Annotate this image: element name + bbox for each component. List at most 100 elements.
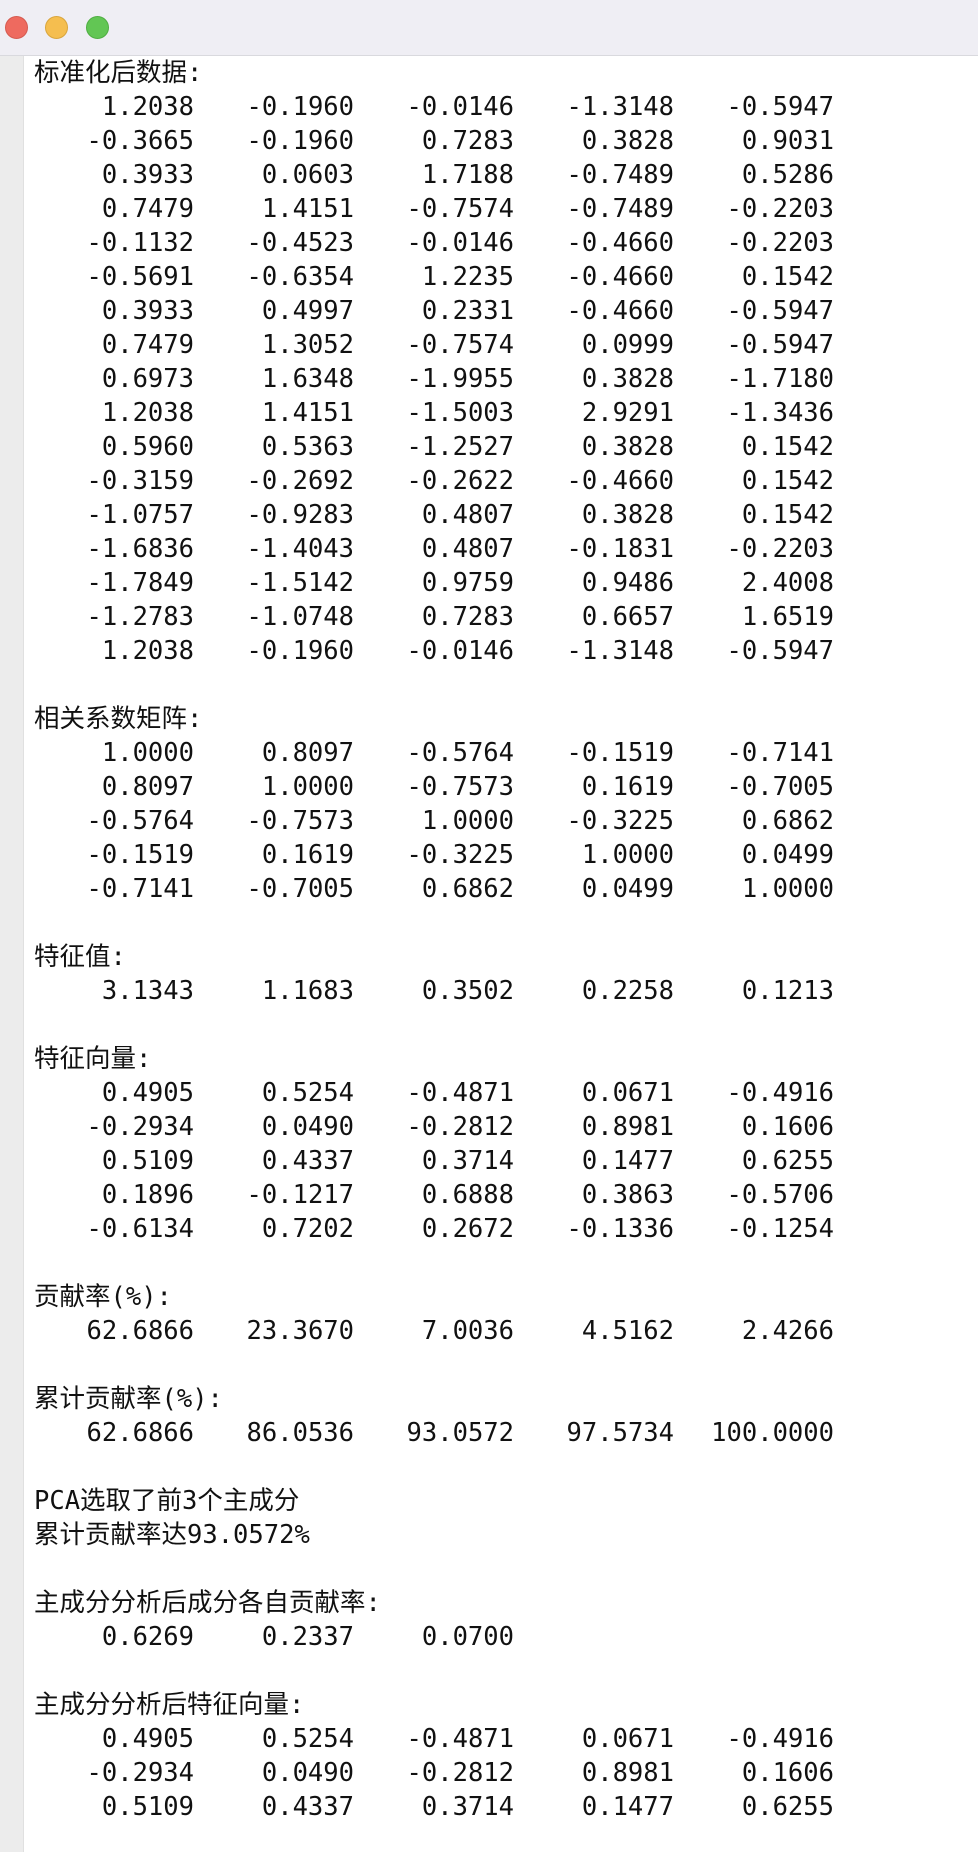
section-title-line: 相关系数矩阵: xyxy=(0,702,978,736)
blank-line xyxy=(0,1348,978,1382)
matrix-cell: -1.3148 xyxy=(566,92,674,122)
blank-line xyxy=(0,1246,978,1280)
matrix-cell: -0.1336 xyxy=(566,1214,674,1244)
matrix-cell: -0.1960 xyxy=(246,126,354,156)
matrix-cell: -0.7574 xyxy=(406,194,514,224)
matrix-cell: 0.6269 xyxy=(101,1622,194,1652)
matrix-cell: 0.0999 xyxy=(581,330,674,360)
matrix-cell: 0.5960 xyxy=(101,432,194,462)
matrix-cell: 0.9031 xyxy=(741,126,834,156)
matrix-cell: -1.2783 xyxy=(86,602,194,632)
matrix-cell: 0.0490 xyxy=(261,1112,354,1142)
matrix-row: 0.5960 0.5363 -1.2527 0.3828 0.1542 xyxy=(0,430,978,464)
matrix-cell: 0.1477 xyxy=(581,1146,674,1176)
matrix-cell: 62.6866 xyxy=(86,1418,194,1448)
matrix-row: 0.1896 -0.1217 0.6888 0.3863 -0.5706 xyxy=(0,1178,978,1212)
matrix-row: -1.6836 -1.4043 0.4807 -0.1831 -0.2203 xyxy=(0,532,978,566)
matrix-cell: -0.7141 xyxy=(726,738,834,768)
matrix-cell: -0.7005 xyxy=(246,874,354,904)
matrix-cell: 0.2337 xyxy=(261,1622,354,1652)
section-title-line: 主成分分析后成分各自贡献率: xyxy=(0,1586,978,1620)
matrix-cell: 0.0603 xyxy=(261,160,354,190)
matrix-cell: -1.6836 xyxy=(86,534,194,564)
matrix-cell: 0.2672 xyxy=(421,1214,514,1244)
matrix-cell: -0.1217 xyxy=(246,1180,354,1210)
section-title: 主成分分析后成分各自贡献率: xyxy=(34,1588,381,1618)
zoom-window-button[interactable] xyxy=(86,16,109,39)
matrix-row: 0.5109 0.4337 0.3714 0.1477 0.6255 xyxy=(0,1144,978,1178)
section-title-line: 主成分分析后特征向量: xyxy=(0,1688,978,1722)
blank-line xyxy=(0,1552,978,1586)
matrix-cell: 1.2038 xyxy=(101,398,194,428)
matrix-cell: -1.0757 xyxy=(86,500,194,530)
matrix-cell: -0.5764 xyxy=(86,806,194,836)
matrix-cell: 0.0490 xyxy=(261,1758,354,1788)
matrix-cell: -0.2934 xyxy=(86,1758,194,1788)
section-title-line: 标准化后数据: xyxy=(0,56,978,90)
matrix-cell: -0.7489 xyxy=(566,194,674,224)
matrix-cell: -0.7573 xyxy=(406,772,514,802)
matrix-cell: 0.7283 xyxy=(421,602,514,632)
matrix-cell: 0.4997 xyxy=(261,296,354,326)
matrix-cell: -0.1254 xyxy=(726,1214,834,1244)
matrix-cell: 0.6657 xyxy=(581,602,674,632)
matrix-cell: 0.0499 xyxy=(581,874,674,904)
blank-line xyxy=(0,1008,978,1042)
matrix-cell: -0.4660 xyxy=(566,262,674,292)
matrix-row: -0.1519 0.1619 -0.3225 1.0000 0.0499 xyxy=(0,838,978,872)
matrix-cell: -0.2203 xyxy=(726,194,834,224)
matrix-cell: -0.1960 xyxy=(246,92,354,122)
matrix-cell: -0.1960 xyxy=(246,636,354,666)
matrix-cell: 0.5363 xyxy=(261,432,354,462)
matrix-cell: 0.3933 xyxy=(101,296,194,326)
section-extra-text: 累计贡献率达93.0572% xyxy=(34,1520,310,1550)
matrix-row: 62.6866 86.0536 93.0572 97.5734 100.0000 xyxy=(0,1416,978,1450)
matrix-cell: 0.2331 xyxy=(421,296,514,326)
matrix-cell: 0.7479 xyxy=(101,194,194,224)
minimize-window-button[interactable] xyxy=(45,16,68,39)
matrix-cell: 1.0000 xyxy=(581,840,674,870)
matrix-row: -0.2934 0.0490 -0.2812 0.8981 0.1606 xyxy=(0,1756,978,1790)
matrix-row: 1.2038 -0.1960 -0.0146 -1.3148 -0.5947 xyxy=(0,90,978,124)
matrix-cell: -1.0748 xyxy=(246,602,354,632)
matrix-row: 0.6269 0.2337 0.0700 xyxy=(0,1620,978,1654)
matrix-cell: -0.1519 xyxy=(566,738,674,768)
matrix-cell: 1.0000 xyxy=(101,738,194,768)
matrix-row: -0.3159 -0.2692 -0.2622 -0.4660 0.1542 xyxy=(0,464,978,498)
matrix-cell: 0.6255 xyxy=(741,1146,834,1176)
matrix-cell: -0.2203 xyxy=(726,228,834,258)
close-window-button[interactable] xyxy=(5,16,28,39)
console-output: 标准化后数据: 1.2038 -0.1960 -0.0146 -1.3148 -0.594… xyxy=(0,56,978,1824)
matrix-cell: -0.4871 xyxy=(406,1724,514,1754)
matrix-cell: -0.0146 xyxy=(406,636,514,666)
matrix-cell: 0.3933 xyxy=(101,160,194,190)
matrix-row: 1.0000 0.8097 -0.5764 -0.1519 -0.7141 xyxy=(0,736,978,770)
matrix-cell: 0.1896 xyxy=(101,1180,194,1210)
matrix-cell: -0.5764 xyxy=(406,738,514,768)
matrix-cell: -1.7180 xyxy=(726,364,834,394)
matrix-row: 0.4905 0.5254 -0.4871 0.0671 -0.4916 xyxy=(0,1722,978,1756)
matrix-row: 1.2038 -0.1960 -0.0146 -1.3148 -0.5947 xyxy=(0,634,978,668)
matrix-cell: 1.2235 xyxy=(421,262,514,292)
matrix-cell: 0.9486 xyxy=(581,568,674,598)
matrix-cell: -0.2622 xyxy=(406,466,514,496)
matrix-cell: 0.4337 xyxy=(261,1146,354,1176)
matrix-cell: 0.6862 xyxy=(421,874,514,904)
matrix-cell: 0.0671 xyxy=(581,1078,674,1108)
matrix-row: 1.2038 1.4151 -1.5003 2.9291 -1.3436 xyxy=(0,396,978,430)
matrix-cell: 2.9291 xyxy=(581,398,674,428)
matrix-cell: -0.7573 xyxy=(246,806,354,836)
matrix-cell: 0.1542 xyxy=(741,262,834,292)
matrix-cell: 0.1542 xyxy=(741,432,834,462)
matrix-cell: 0.1213 xyxy=(741,976,834,1006)
matrix-row: -1.0757 -0.9283 0.4807 0.3828 0.1542 xyxy=(0,498,978,532)
matrix-cell: 0.4807 xyxy=(421,500,514,530)
matrix-cell: 1.2038 xyxy=(101,636,194,666)
matrix-cell: 0.6255 xyxy=(741,1792,834,1822)
matrix-cell: -0.2812 xyxy=(406,1112,514,1142)
section-title: PCA选取了前3个主成分 xyxy=(34,1486,300,1516)
matrix-row: -0.1132 -0.4523 -0.0146 -0.4660 -0.2203 xyxy=(0,226,978,260)
matrix-cell: 0.6888 xyxy=(421,1180,514,1210)
matrix-cell: 0.6862 xyxy=(741,806,834,836)
